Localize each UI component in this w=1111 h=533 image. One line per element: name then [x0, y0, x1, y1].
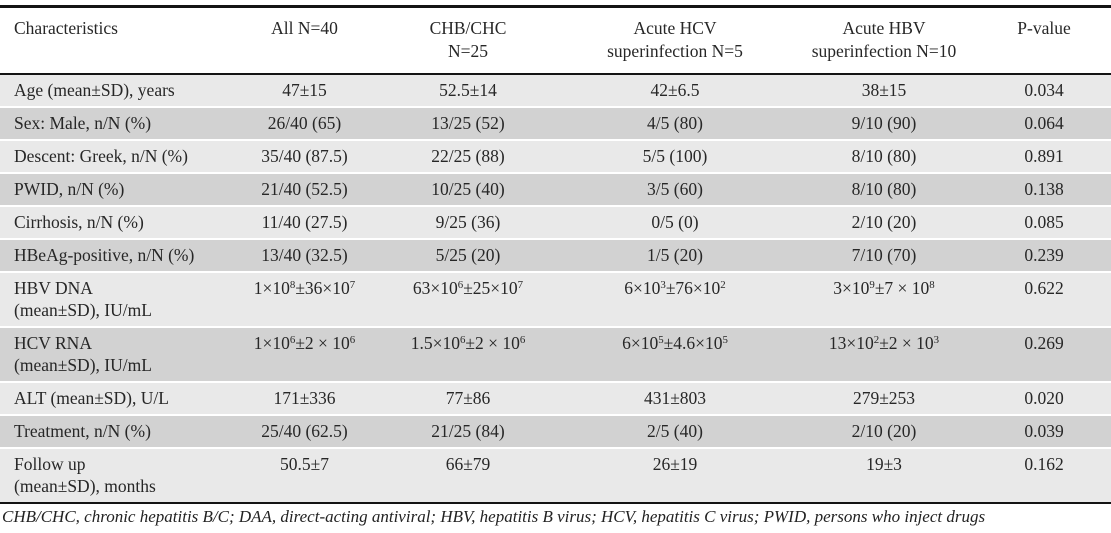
cell-value: 26±19 — [559, 448, 791, 503]
cell-value: 42±6.5 — [559, 74, 791, 107]
header-acute-hcv-superinfection-n5: Acute HCV superinfection N=5 — [559, 6, 791, 75]
cell-value: 2/10 (20) — [791, 415, 977, 448]
cell-value: 1×106±2 × 106 — [232, 327, 377, 382]
cell-value: 13/40 (32.5) — [232, 239, 377, 272]
header-acute-hbv-superinfection-n10: Acute HBV superinfection N=10 — [791, 6, 977, 75]
cell-value: 35/40 (87.5) — [232, 140, 377, 173]
cell-value: 0.064 — [977, 107, 1111, 140]
table-row: ALT (mean±SD), U/L 171±336 77±86 431±803 279… — [0, 382, 1111, 415]
cell-value: 6×103±76×102 — [559, 272, 791, 327]
table-header: Characteristics All N=40 CHB/CHC N=25 Ac… — [0, 6, 1111, 75]
cell-value: 431±803 — [559, 382, 791, 415]
cell-value: 13/25 (52) — [377, 107, 559, 140]
cell-value: 0.269 — [977, 327, 1111, 382]
cell-value: 5/5 (100) — [559, 140, 791, 173]
cell-value: 0.085 — [977, 206, 1111, 239]
table-row: Treatment, n/N (%) 25/40 (62.5) 21/25 (84)… — [0, 415, 1111, 448]
header-p-value: P-value — [977, 6, 1111, 75]
header-characteristics: Characteristics — [0, 6, 232, 75]
cell-value: 10/25 (40) — [377, 173, 559, 206]
cell-value: 0/5 (0) — [559, 206, 791, 239]
cell-value: 171±336 — [232, 382, 377, 415]
row-label: HBeAg-positive, n/N (%) — [0, 239, 232, 272]
row-label: Treatment, n/N (%) — [0, 415, 232, 448]
cell-value: 1.5×106±2 × 106 — [377, 327, 559, 382]
table-row: Sex: Male, n/N (%) 26/40 (65) 13/25 (52) 4/… — [0, 107, 1111, 140]
table-row: HBV DNA (mean±SD), IU/mL 1×108±36×107 63×1… — [0, 272, 1111, 327]
cell-value: 0.020 — [977, 382, 1111, 415]
row-label: Follow up (mean±SD), months — [0, 448, 232, 503]
table-row: Follow up (mean±SD), months 50.5±7 66±79 26… — [0, 448, 1111, 503]
header-chb-chc-n25: CHB/CHC N=25 — [377, 6, 559, 75]
cell-value: 9/25 (36) — [377, 206, 559, 239]
cell-value: 3×109±7 × 108 — [791, 272, 977, 327]
cell-value: 0.039 — [977, 415, 1111, 448]
cell-value: 6×105±4.6×105 — [559, 327, 791, 382]
cell-value: 26/40 (65) — [232, 107, 377, 140]
row-label: Age (mean±SD), years — [0, 74, 232, 107]
cell-value: 0.138 — [977, 173, 1111, 206]
cell-value: 1/5 (20) — [559, 239, 791, 272]
table-row: HCV RNA (mean±SD), IU/mL 1×106±2 × 106 1.5… — [0, 327, 1111, 382]
cell-value: 63×106±25×107 — [377, 272, 559, 327]
cell-value: 13×102±2 × 103 — [791, 327, 977, 382]
cell-value: 0.891 — [977, 140, 1111, 173]
cell-value: 38±15 — [791, 74, 977, 107]
cell-value: 4/5 (80) — [559, 107, 791, 140]
cell-value: 8/10 (80) — [791, 173, 977, 206]
table-row: Descent: Greek, n/N (%) 35/40 (87.5) 22/25… — [0, 140, 1111, 173]
table-row: PWID, n/N (%) 21/40 (52.5) 10/25 (40) 3/5 (… — [0, 173, 1111, 206]
cell-value: 50.5±7 — [232, 448, 377, 503]
table-body: Age (mean±SD), years 47±15 52.5±14 42±6.5 38… — [0, 74, 1111, 503]
cell-value: 0.162 — [977, 448, 1111, 503]
table-footnote: CHB/CHC, chronic hepatitis B/C; DAA, dir… — [0, 504, 1111, 528]
row-label: PWID, n/N (%) — [0, 173, 232, 206]
header-all-n40: All N=40 — [232, 6, 377, 75]
cell-value: 3/5 (60) — [559, 173, 791, 206]
cell-value: 19±3 — [791, 448, 977, 503]
cell-value: 7/10 (70) — [791, 239, 977, 272]
cell-value: 9/10 (90) — [791, 107, 977, 140]
cell-value: 1×108±36×107 — [232, 272, 377, 327]
cell-value: 0.622 — [977, 272, 1111, 327]
cell-value: 279±253 — [791, 382, 977, 415]
table-row: Age (mean±SD), years 47±15 52.5±14 42±6.5 38… — [0, 74, 1111, 107]
cell-value: 66±79 — [377, 448, 559, 503]
header-row: Characteristics All N=40 CHB/CHC N=25 Ac… — [0, 6, 1111, 75]
row-label: Cirrhosis, n/N (%) — [0, 206, 232, 239]
row-label: Descent: Greek, n/N (%) — [0, 140, 232, 173]
cell-value: 21/25 (84) — [377, 415, 559, 448]
row-label: Sex: Male, n/N (%) — [0, 107, 232, 140]
cell-value: 21/40 (52.5) — [232, 173, 377, 206]
cell-value: 22/25 (88) — [377, 140, 559, 173]
cell-value: 5/25 (20) — [377, 239, 559, 272]
cell-value: 0.034 — [977, 74, 1111, 107]
table-row: Cirrhosis, n/N (%) 11/40 (27.5) 9/25 (36) 0… — [0, 206, 1111, 239]
cell-value: 2/5 (40) — [559, 415, 791, 448]
cell-value: 52.5±14 — [377, 74, 559, 107]
row-label: HCV RNA (mean±SD), IU/mL — [0, 327, 232, 382]
cell-value: 77±86 — [377, 382, 559, 415]
table-row: HBeAg-positive, n/N (%) 13/40 (32.5) 5/25 … — [0, 239, 1111, 272]
cell-value: 11/40 (27.5) — [232, 206, 377, 239]
cell-value: 2/10 (20) — [791, 206, 977, 239]
cell-value: 47±15 — [232, 74, 377, 107]
cell-value: 0.239 — [977, 239, 1111, 272]
row-label: HBV DNA (mean±SD), IU/mL — [0, 272, 232, 327]
cell-value: 8/10 (80) — [791, 140, 977, 173]
cell-value: 25/40 (62.5) — [232, 415, 377, 448]
characteristics-table: Characteristics All N=40 CHB/CHC N=25 Ac… — [0, 5, 1111, 504]
row-label: ALT (mean±SD), U/L — [0, 382, 232, 415]
